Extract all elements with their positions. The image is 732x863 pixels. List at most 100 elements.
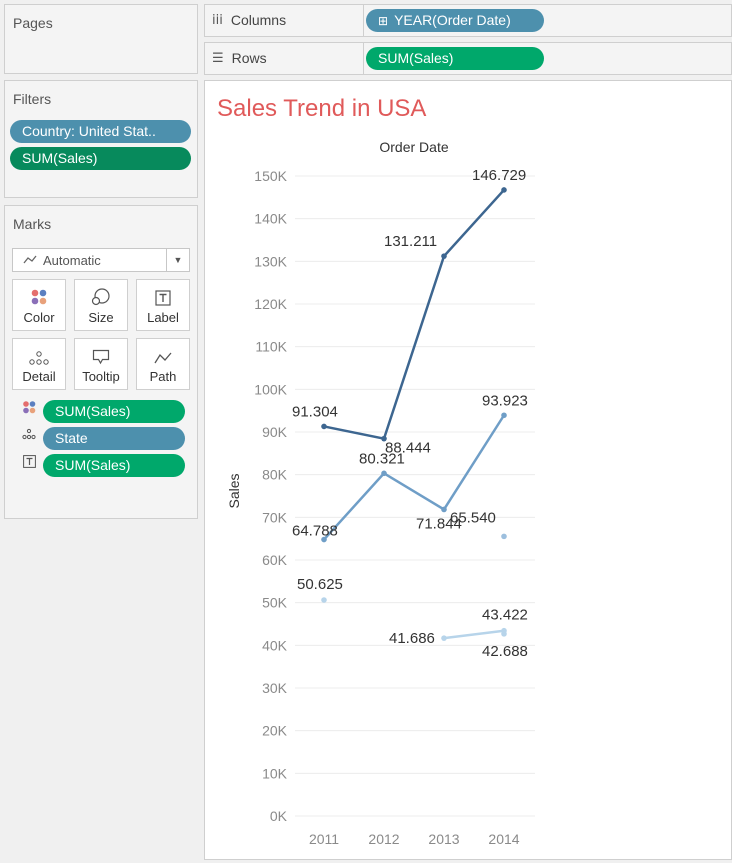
data-point (501, 533, 507, 540)
chart-title: Sales Trend in USA (217, 95, 427, 122)
series-line-segment (382, 254, 446, 440)
series-line-segment (442, 188, 506, 258)
data-label: 88.444 (385, 440, 431, 457)
data-label: 80.321 (359, 450, 405, 467)
y-tick-label: 20K (262, 723, 288, 739)
x-tick-label: 2011 (309, 831, 339, 847)
columns-pill[interactable]: ⊞ YEAR(Order Date) (366, 9, 544, 32)
y-tick-label: 0K (270, 808, 288, 824)
columns-icon: iii (212, 12, 223, 28)
marks-field-detail[interactable] (22, 427, 36, 441)
rows-icon: ☰ (212, 50, 224, 66)
data-point (381, 470, 387, 477)
data-label: 91.304 (292, 403, 338, 420)
y-tick-label: 30K (262, 680, 288, 696)
label-card-label: Label (147, 310, 179, 325)
path-icon (137, 339, 189, 365)
y-axis-label: Sales (226, 473, 242, 508)
data-label: 64.788 (292, 523, 338, 540)
series-line-segment (442, 629, 506, 640)
path-card-label: Path (149, 369, 177, 384)
size-card[interactable]: Size (74, 279, 128, 331)
tooltip-icon (75, 339, 127, 365)
data-point (441, 253, 447, 259)
series-line-segment (442, 414, 506, 511)
series-line-segment (322, 425, 386, 440)
series-line-segment (322, 472, 386, 541)
y-tick-label: 70K (262, 509, 288, 525)
data-point (441, 635, 447, 641)
color-icon (22, 400, 36, 414)
line-mark-icon (23, 255, 37, 264)
chevron-down-icon[interactable]: ▼ (166, 249, 189, 271)
y-tick-label: 140K (254, 211, 287, 227)
data-label: 71.844 (416, 515, 462, 532)
detail-icon (22, 427, 36, 441)
series-line-segment (382, 472, 446, 511)
x-tick-label: 2012 (368, 831, 399, 847)
data-point (321, 536, 327, 543)
detail-card[interactable]: Detail (12, 338, 66, 390)
data-label: 146.729 (472, 167, 526, 184)
pages-title: Pages (13, 15, 53, 31)
rows-label: ☰ Rows (212, 50, 267, 66)
marks-field-color[interactable] (22, 400, 36, 414)
marks-pill-sales-color[interactable]: SUM(Sales) (43, 400, 185, 423)
x-tick-label: 2013 (428, 831, 459, 847)
data-label: 42.688 (482, 643, 528, 660)
label-icon (137, 280, 189, 306)
columns-pill-label: YEAR(Order Date) (394, 12, 511, 28)
data-point (381, 435, 387, 442)
data-point (321, 423, 327, 430)
y-tick-label: 80K (262, 467, 288, 483)
data-label: 131.211 (384, 233, 437, 250)
data-point (501, 412, 507, 419)
rows-pill[interactable]: SUM(Sales) (366, 47, 544, 70)
y-tick-label: 90K (262, 424, 288, 440)
color-card[interactable]: Color (12, 279, 66, 331)
filter-pill-country[interactable]: Country: United Stat.. (10, 120, 191, 143)
y-tick-label: 10K (262, 765, 288, 781)
detail-card-label: Detail (22, 369, 56, 384)
filter-pill-sales[interactable]: SUM(Sales) (10, 147, 191, 170)
x-tick-label: 2014 (488, 831, 519, 847)
size-card-label: Size (88, 310, 114, 325)
y-tick-label: 100K (254, 381, 287, 397)
marks-pill-state[interactable]: State (43, 427, 185, 450)
mark-type-label: Automatic (43, 252, 101, 268)
marks-field-label[interactable] (22, 454, 36, 468)
chart-panel: Sales Trend in USA Order Date Sales 0K 10… (204, 80, 732, 860)
data-label: 93.923 (482, 392, 528, 409)
data-point (321, 597, 327, 603)
marks-pill-sales-label[interactable]: SUM(Sales) (43, 454, 185, 477)
color-icon (13, 280, 65, 306)
pages-panel[interactable]: Pages (4, 4, 198, 74)
y-tick-label: 110K (255, 339, 287, 355)
y-tick-label: 60K (262, 552, 288, 568)
path-card[interactable]: Path (136, 338, 190, 390)
mark-type-dropdown[interactable]: Automatic ▼ (12, 248, 190, 272)
y-tick-label: 40K (262, 637, 288, 653)
data-label: 65.540 (450, 509, 496, 526)
expand-icon[interactable]: ⊞ (378, 14, 389, 28)
tooltip-card-label: Tooltip (82, 369, 120, 384)
y-tick-label: 50K (262, 595, 288, 611)
filters-title: Filters (13, 91, 52, 107)
tooltip-card[interactable]: Tooltip (74, 338, 128, 390)
columns-label: iii Columns (212, 12, 286, 28)
x-axis-header: Order Date (379, 139, 448, 155)
line-chart: Order Date Sales 0K 10K 20K 30K 40K 50K 60K 70K… (226, 139, 535, 847)
data-label: 50.625 (297, 576, 343, 593)
label-icon (22, 454, 36, 468)
color-card-label: Color (23, 310, 55, 325)
rows-label-text: Rows (231, 50, 267, 66)
label-card[interactable]: Label (136, 279, 190, 331)
marks-title: Marks (13, 216, 52, 232)
data-label: 41.686 (389, 630, 435, 647)
detail-icon (13, 339, 65, 365)
data-label: 43.422 (482, 607, 528, 624)
y-tick-label: 150K (254, 168, 287, 184)
data-point (501, 187, 507, 193)
data-point (441, 506, 447, 513)
data-point (501, 631, 507, 637)
